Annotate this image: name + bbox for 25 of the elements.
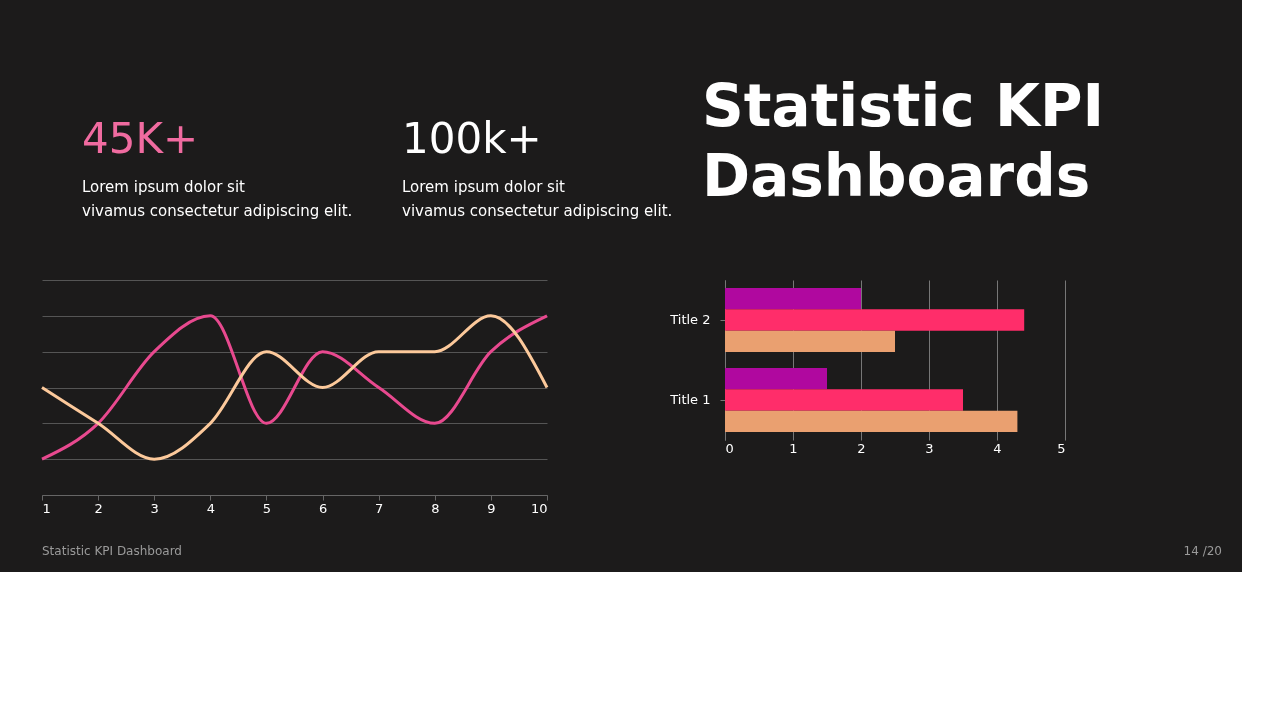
text: 45K+ bbox=[82, 114, 199, 163]
text: 100k+ bbox=[402, 114, 542, 163]
text: 14 /20 bbox=[1183, 544, 1222, 558]
x-tick-label: 3 bbox=[150, 500, 159, 516]
x-tick-label: 5 bbox=[1057, 440, 1066, 456]
x-tick-label: 4 bbox=[993, 440, 1002, 456]
x-tick-label: 5 bbox=[262, 500, 272, 516]
x-tick-label: 3 bbox=[925, 440, 934, 456]
y-tick-label: Title 2 bbox=[669, 312, 711, 327]
text: Statistic KPI Dashboard bbox=[42, 544, 182, 558]
x-tick-label: 8 bbox=[431, 500, 440, 516]
x-tick-label: 2 bbox=[94, 500, 103, 516]
x-tick-label: 0 bbox=[725, 440, 734, 456]
text: Lorem ipsum dolor sit vivamus consectetur adipiscing elit. bbox=[82, 178, 353, 220]
x-tick-label: 4 bbox=[206, 500, 215, 516]
x-tick-label: 7 bbox=[375, 500, 384, 516]
text: Statistic KPI Dashboards bbox=[702, 72, 1104, 210]
x-tick-label: 1 bbox=[789, 440, 798, 456]
text: Lorem ipsum dolor sit vivamus consectetur adipiscing elit. bbox=[402, 178, 673, 220]
y-tick-label: Title 1 bbox=[669, 392, 711, 407]
x-tick-label: 10 bbox=[530, 500, 548, 516]
x-tick-label: 2 bbox=[857, 440, 866, 456]
x-tick-label: 6 bbox=[318, 500, 328, 516]
x-tick-label: 1 bbox=[42, 500, 51, 516]
x-tick-label: 9 bbox=[487, 500, 496, 516]
